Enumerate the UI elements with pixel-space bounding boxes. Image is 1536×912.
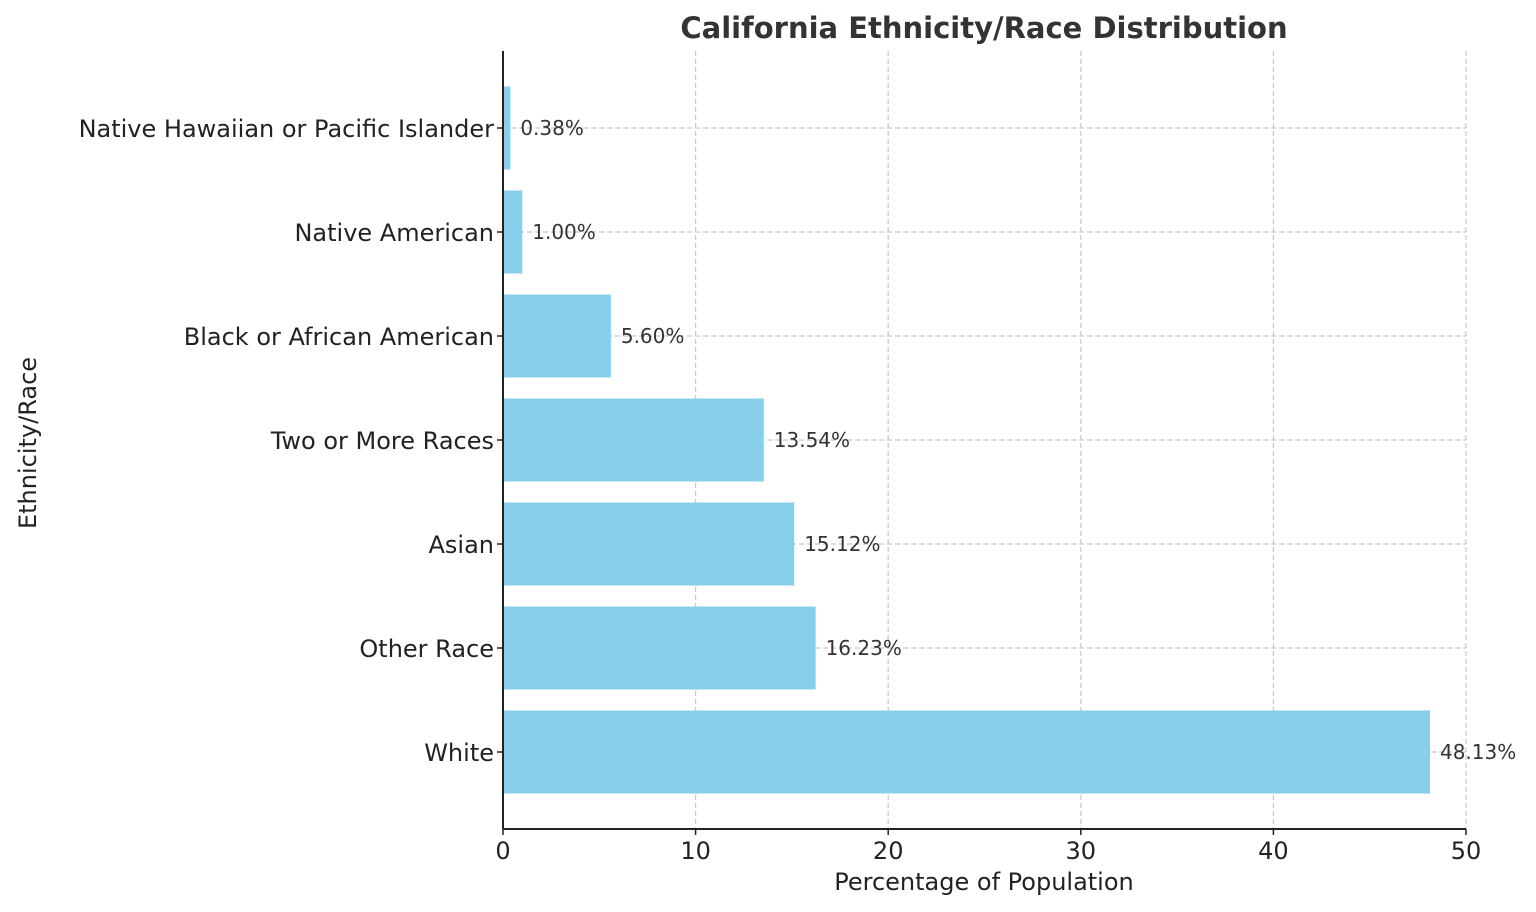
category-label: Black or African American [184,323,494,351]
category-label: Native American [294,219,494,247]
bar-value-label: 0.38% [520,116,584,140]
category-label: Two or More Races [270,427,494,455]
bar [503,86,511,170]
bar [503,190,523,274]
x-tick-label: 50 [1451,837,1482,865]
bar-value-label: 13.54% [774,428,850,452]
x-tick-label: 0 [495,837,510,865]
x-tick-label: 20 [873,837,904,865]
gridlines [502,51,1467,829]
category-label: Asian [428,531,494,559]
category-label: Other Race [359,635,494,663]
category-labels: White Other Race Asian Two or More Races Bla… [79,115,503,767]
x-tick-label: 40 [1258,837,1289,865]
x-axis-ticks: 0 10 20 30 40 50 [495,829,1481,865]
category-label: White [424,739,494,767]
y-axis-title: Ethnicity/Race [14,357,42,529]
category-label: Native Hawaiian or Pacific Islander [79,115,495,143]
bars [503,86,1430,794]
bar [503,502,795,586]
x-tick-label: 10 [680,837,711,865]
bar-value-label: 1.00% [532,220,596,244]
bar-value-label: 15.12% [804,532,880,556]
bar-value-label: 16.23% [826,636,902,660]
bar [503,294,611,378]
value-labels: 48.13% 16.23% 15.12% 13.54% 5.60% 1.00% 0.38% [520,116,1516,764]
bar-value-label: 5.60% [621,324,685,348]
bar [503,398,764,482]
x-axis-title: Percentage of Population [834,868,1134,896]
bar [503,606,816,690]
x-tick-label: 30 [1066,837,1097,865]
chart-title: California Ethnicity/Race Distribution [680,11,1287,45]
bar [503,710,1430,794]
bar-value-label: 48.13% [1440,740,1516,764]
